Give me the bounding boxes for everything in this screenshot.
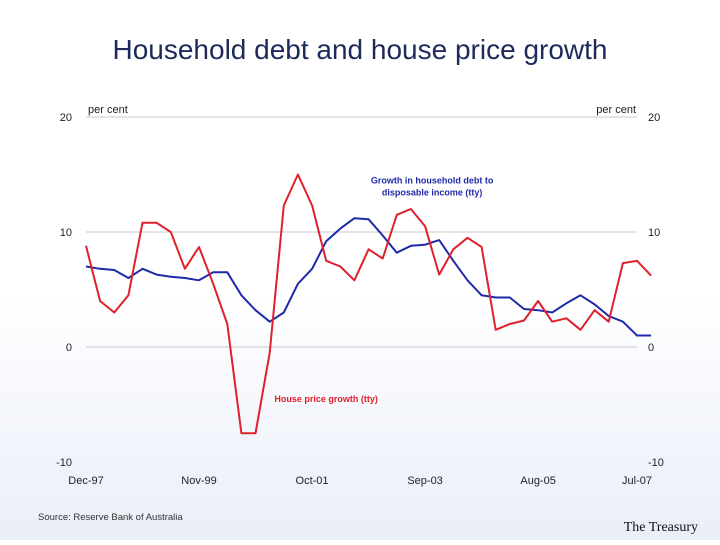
source-note: Source: Reserve Bank of Australia bbox=[38, 512, 183, 523]
x-tick-Sep-03: Sep-03 bbox=[407, 475, 442, 487]
grid-layer bbox=[86, 116, 637, 348]
series-layer bbox=[85, 173, 652, 435]
series-line-1 bbox=[85, 173, 652, 435]
y-tick-right-0: 0 bbox=[648, 342, 654, 354]
y-axis-label-left: per cent bbox=[88, 104, 128, 116]
y-tick-right-20: 20 bbox=[648, 112, 660, 124]
series-label-0: Growth in household debt to disposable in… bbox=[371, 176, 494, 198]
x-tick-Oct-01: Oct-01 bbox=[296, 475, 329, 487]
y-tick-left-0: 0 bbox=[66, 342, 72, 354]
footer-brand: The Treasury bbox=[623, 520, 698, 535]
series-label-1: House price growth (tty) bbox=[274, 394, 378, 404]
slide-title: Household debt and house price growth bbox=[112, 34, 608, 65]
y-tick-right--10: -10 bbox=[648, 457, 664, 469]
y-tick-right-10: 10 bbox=[648, 227, 660, 239]
label-layer: Growth in household debt to disposable in… bbox=[274, 176, 493, 405]
y-axis-label-right: per cent bbox=[596, 104, 636, 116]
x-tick-Jul-07: Jul-07 bbox=[622, 475, 652, 487]
y-tick-left-20: 20 bbox=[60, 112, 72, 124]
series-line-0 bbox=[85, 217, 652, 337]
y-tick-left--10: -10 bbox=[56, 457, 72, 469]
axis-layer: -10 -10 0 0 10 10 20 20 per cent per cent Dec-97 No… bbox=[56, 104, 664, 487]
x-tick-Aug-05: Aug-05 bbox=[520, 475, 555, 487]
x-tick-Nov-99: Nov-99 bbox=[181, 475, 216, 487]
x-tick-Dec-97: Dec-97 bbox=[68, 475, 103, 487]
y-tick-left-10: 10 bbox=[60, 227, 72, 239]
